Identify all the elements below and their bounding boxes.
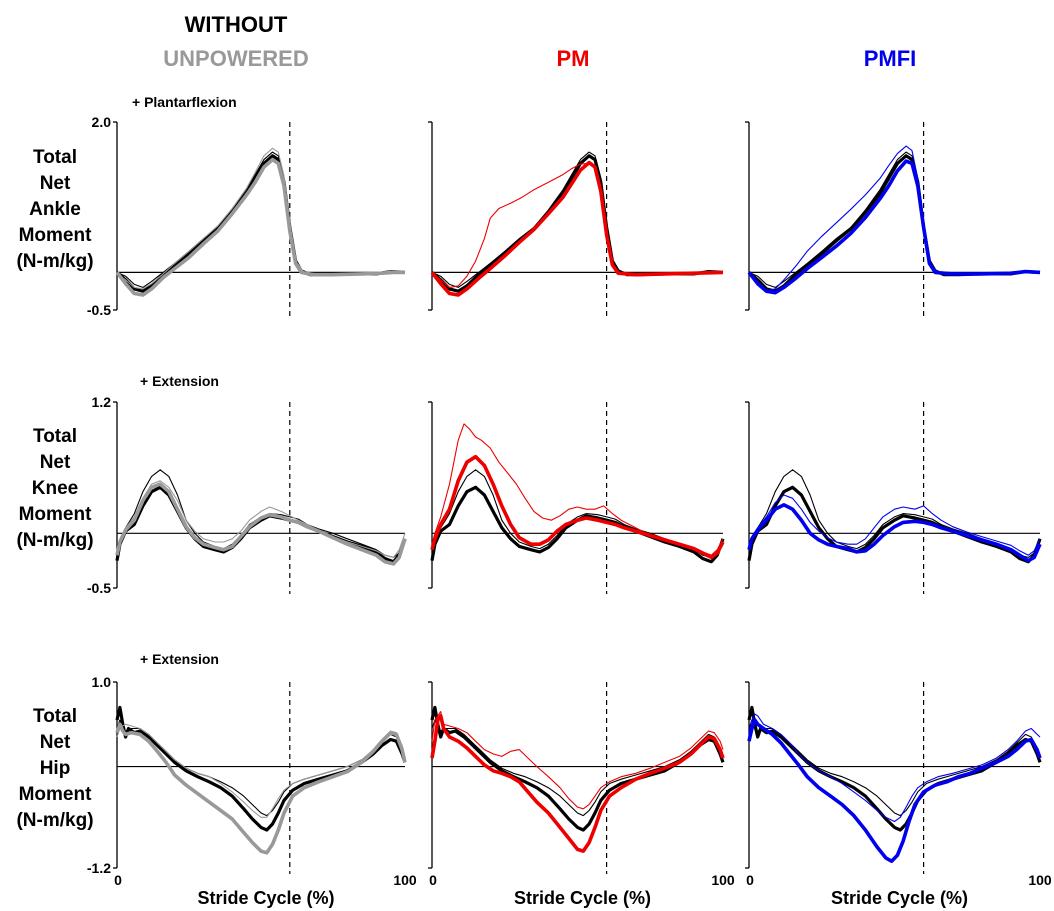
x-axis-label: Stride Cycle (%)	[831, 888, 968, 908]
x-tick-label-end: 100	[1028, 872, 1052, 888]
sign-label-hip: + Extension	[140, 651, 219, 667]
series-condition-mean	[115, 722, 407, 855]
y-tick-label-max: 2.0	[92, 114, 112, 130]
series-condition-mean	[115, 482, 407, 566]
sign-label-ankle: + Plantarflexion	[132, 94, 237, 110]
column-title-0: WITHOUT UNPOWERED	[163, 12, 308, 71]
row-label-line: (N-m/kg)	[16, 530, 93, 551]
panel-hip-2: 0 100 Stride Cycle (%)	[745, 681, 1052, 908]
series-without-mean	[115, 705, 407, 832]
panel-knee-0: 1.2 -0.5	[87, 394, 407, 596]
row-label-line: Net	[40, 452, 71, 473]
sign-label-knee: + Extension	[140, 373, 219, 389]
column-title-2: PMFI	[864, 46, 917, 71]
series-condition-mean	[115, 157, 405, 297]
series-without-mean	[747, 485, 1042, 564]
series-condition-mean	[747, 159, 1041, 295]
y-tick-label-min: -1.2	[87, 860, 111, 876]
column-title-1: PM	[557, 46, 590, 71]
row-label-line: (N-m/kg)	[16, 251, 93, 272]
x-tick-label-start: 0	[114, 872, 122, 888]
series-condition-thin	[431, 162, 723, 288]
row-label-line: (N-m/kg)	[16, 810, 93, 831]
series-without-thin	[748, 719, 1041, 817]
x-tick-label-start: 0	[429, 872, 437, 888]
y-tick-label-max: 1.2	[92, 394, 112, 410]
x-axis-label: Stride Cycle (%)	[197, 888, 334, 908]
y-tick-label-max: 1.0	[92, 674, 112, 690]
row-label-hip: Total Net Hip Moment (N-m/kg)	[16, 706, 93, 831]
panel-ankle-1	[428, 121, 724, 316]
row-label-line: Knee	[32, 478, 78, 499]
panel-hip-1: 0 100 Stride Cycle (%)	[428, 681, 735, 908]
panel-knee-1	[428, 401, 725, 594]
panel-ankle-0: 2.0 -0.5	[87, 114, 406, 318]
column-title-line: WITHOUT	[185, 12, 288, 37]
row-label-line: Moment	[19, 784, 93, 805]
series-condition-thin	[431, 423, 724, 556]
x-tick-label-end: 100	[711, 872, 735, 888]
series-condition-mean	[430, 160, 724, 297]
column-title-line: PMFI	[864, 46, 917, 71]
x-tick-label-end: 100	[393, 872, 417, 888]
x-axis-label: Stride Cycle (%)	[514, 888, 651, 908]
series-condition-thin	[748, 494, 1041, 556]
y-tick-label-min: -0.5	[87, 302, 111, 318]
series-condition-mean	[430, 714, 725, 853]
series-without-thin	[431, 719, 724, 817]
series-without-mean	[430, 485, 725, 564]
y-tick-label-min: -0.5	[87, 580, 111, 596]
series-without-mean	[430, 705, 725, 832]
x-tick-label-start: 0	[746, 872, 754, 888]
row-label-ankle: Total Net Ankle Moment (N-m/kg)	[16, 147, 93, 272]
series-condition-mean	[430, 454, 725, 560]
series-condition-thin	[431, 711, 724, 810]
series-condition-mean	[747, 503, 1042, 563]
row-label-line: Hip	[40, 758, 71, 779]
row-label-line: Net	[40, 732, 71, 753]
series-without-thin	[116, 719, 406, 817]
panel-knee-2	[745, 401, 1042, 594]
series-condition-thin	[116, 723, 406, 818]
row-label-line: Moment	[19, 504, 93, 525]
panel-hip-0: 1.0 -1.20 100 Stride Cycle (%)	[87, 674, 417, 908]
row-label-line: Total	[33, 706, 77, 727]
row-label-line: Moment	[19, 225, 93, 246]
series-without-mean	[747, 705, 1042, 832]
column-title-line: PM	[557, 46, 590, 71]
row-label-line: Total	[33, 426, 77, 447]
series-condition-thin	[116, 480, 406, 558]
series-condition-thin	[748, 713, 1041, 823]
column-title-line: UNPOWERED	[163, 46, 308, 71]
row-label-line: Ankle	[29, 199, 81, 220]
panel-ankle-2	[745, 121, 1041, 316]
row-label-knee: Total Net Knee Moment (N-m/kg)	[16, 426, 93, 551]
series-without-mean	[115, 154, 406, 293]
row-label-line: Total	[33, 147, 77, 168]
series-condition-mean	[747, 718, 1042, 863]
row-label-line: Net	[40, 173, 71, 194]
